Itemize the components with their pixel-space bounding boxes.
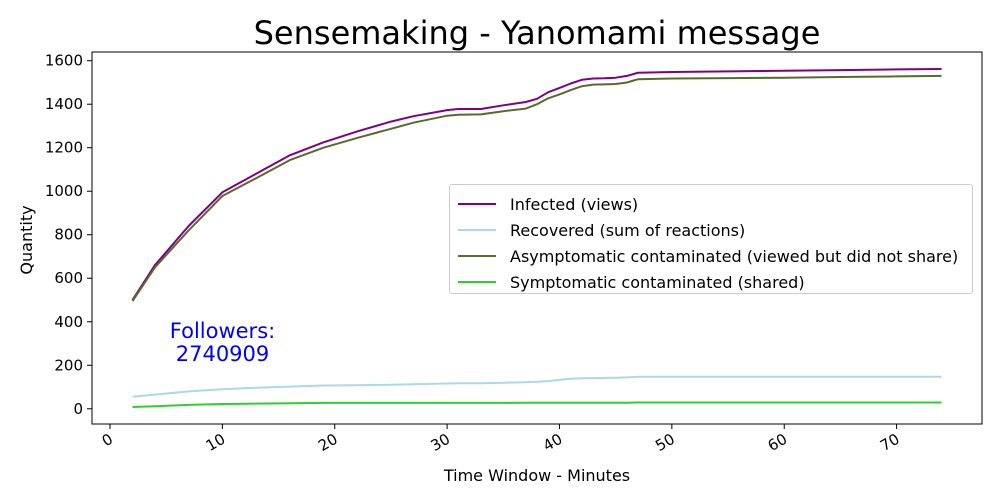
y-tick-label: 200 — [54, 356, 83, 374]
y-tick-label: 600 — [54, 269, 83, 287]
y-axis-label: Quantity — [17, 205, 36, 274]
legend-label: Infected (views) — [510, 194, 639, 214]
x-tick-label: 0 — [99, 430, 116, 450]
y-tick-label: 1000 — [45, 182, 83, 200]
series-line-2 — [131, 74, 942, 302]
legend-swatch — [458, 229, 496, 231]
x-tick-label: 30 — [428, 430, 454, 455]
y-tick-label: 1400 — [45, 95, 83, 113]
x-tick-label: 60 — [765, 430, 791, 455]
legend-item: Symptomatic contaminated (shared) — [458, 269, 964, 295]
series-line-1 — [132, 375, 942, 398]
chart-title: Sensemaking - Yanomami message — [254, 14, 821, 52]
series-line-0 — [131, 68, 942, 301]
y-tick-label: 400 — [54, 313, 83, 331]
legend-item: Asymptomatic contaminated (viewed but di… — [458, 243, 964, 269]
followers-annotation: Followers: 2740909 — [130, 320, 315, 366]
x-tick-label: 50 — [652, 430, 678, 455]
y-tick-label: 1200 — [45, 139, 83, 157]
x-tick-label: 20 — [315, 430, 341, 455]
x-axis-label: Time Window - Minutes — [443, 466, 630, 485]
y-tick-label: 0 — [73, 400, 83, 418]
x-axis: 0 10 20 30 40 50 60 70 — [99, 424, 903, 455]
legend-swatch — [458, 255, 496, 257]
axes-frame — [91, 51, 983, 425]
y-axis: 0 200 400 600 800 1000 1200 1400 1600 — [45, 52, 92, 418]
x-tick-label: 70 — [877, 430, 903, 455]
plot-area — [131, 68, 942, 408]
followers-label: Followers: — [169, 319, 276, 343]
legend-item: Recovered (sum of reactions) — [458, 217, 964, 243]
legend-swatch — [458, 281, 496, 283]
series-line-3 — [132, 401, 942, 408]
followers-count: 2740909 — [175, 342, 270, 366]
y-tick-label: 1600 — [45, 52, 83, 70]
legend-item: Infected (views) — [458, 191, 964, 217]
legend-label: Symptomatic contaminated (shared) — [510, 272, 805, 292]
legend-label: Recovered (sum of reactions) — [510, 220, 746, 240]
legend-label: Asymptomatic contaminated (viewed but di… — [510, 246, 959, 266]
legend-swatch — [458, 203, 496, 205]
x-tick-label: 10 — [203, 430, 229, 455]
x-tick-label: 40 — [540, 430, 566, 455]
legend: Infected (views) Recovered (sum of react… — [449, 184, 973, 294]
y-tick-label: 800 — [54, 226, 83, 244]
